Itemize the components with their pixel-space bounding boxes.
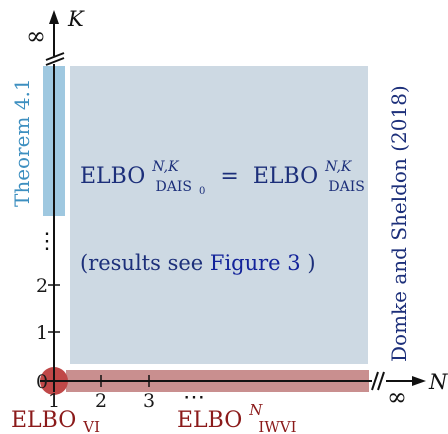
equation-equals: =	[220, 164, 238, 189]
equation-lhs-sup: N,K	[151, 159, 180, 175]
x-axis-arrow	[412, 376, 426, 386]
x-infinity: ∞	[387, 383, 407, 411]
main-region	[70, 66, 368, 364]
results-note: (results see Figure 3 )	[80, 251, 316, 275]
vi-label-sub: VI	[82, 418, 100, 434]
x-tick-3: 3	[143, 390, 155, 412]
x-tick-2: 2	[95, 390, 107, 412]
y-tick-1: 1	[36, 322, 48, 344]
y-tick-0: 0	[36, 371, 48, 393]
y-axis	[45, 22, 65, 392]
theorem-label: Theorem 4.1	[10, 78, 34, 207]
y-axis-label: K	[67, 7, 85, 31]
x-dots: ⋯	[183, 385, 205, 410]
figure-link[interactable]: Figure 3	[210, 251, 301, 275]
iwvi-label-sub: IWVI	[258, 418, 296, 434]
equation-rhs-sub: DAIS	[328, 179, 364, 195]
equation-lhs: ELBO	[80, 164, 145, 189]
x-tick-1: 1	[48, 390, 60, 412]
equation-lhs-sub: DAIS	[156, 179, 192, 195]
vi-label-main: ELBO	[11, 408, 76, 433]
equation-rhs-sup: N,K	[324, 159, 353, 175]
x-axis	[40, 371, 414, 391]
iwvi-label: ELBO N IWVI	[177, 396, 297, 434]
y-infinity: ∞	[26, 22, 46, 50]
results-note-prefix: (results see	[80, 251, 210, 275]
x-axis-label: N	[428, 370, 448, 394]
y-dots: ⋮	[36, 229, 58, 254]
y-tick-2: 2	[36, 275, 48, 297]
vi-label: ELBO VI	[11, 408, 100, 434]
reference-label: Domke and Sheldon (2018)	[387, 85, 411, 362]
equation-lhs-subsub: 0	[199, 186, 205, 197]
y-axis-arrow	[49, 10, 59, 24]
equation: ELBO N,K DAIS 0 = ELBO N,K DAIS	[80, 152, 365, 200]
results-note-suffix: )	[307, 251, 315, 275]
iwvi-label-sup: N	[248, 401, 263, 419]
iwvi-label-main: ELBO	[177, 408, 242, 433]
equation-rhs: ELBO	[253, 164, 318, 189]
